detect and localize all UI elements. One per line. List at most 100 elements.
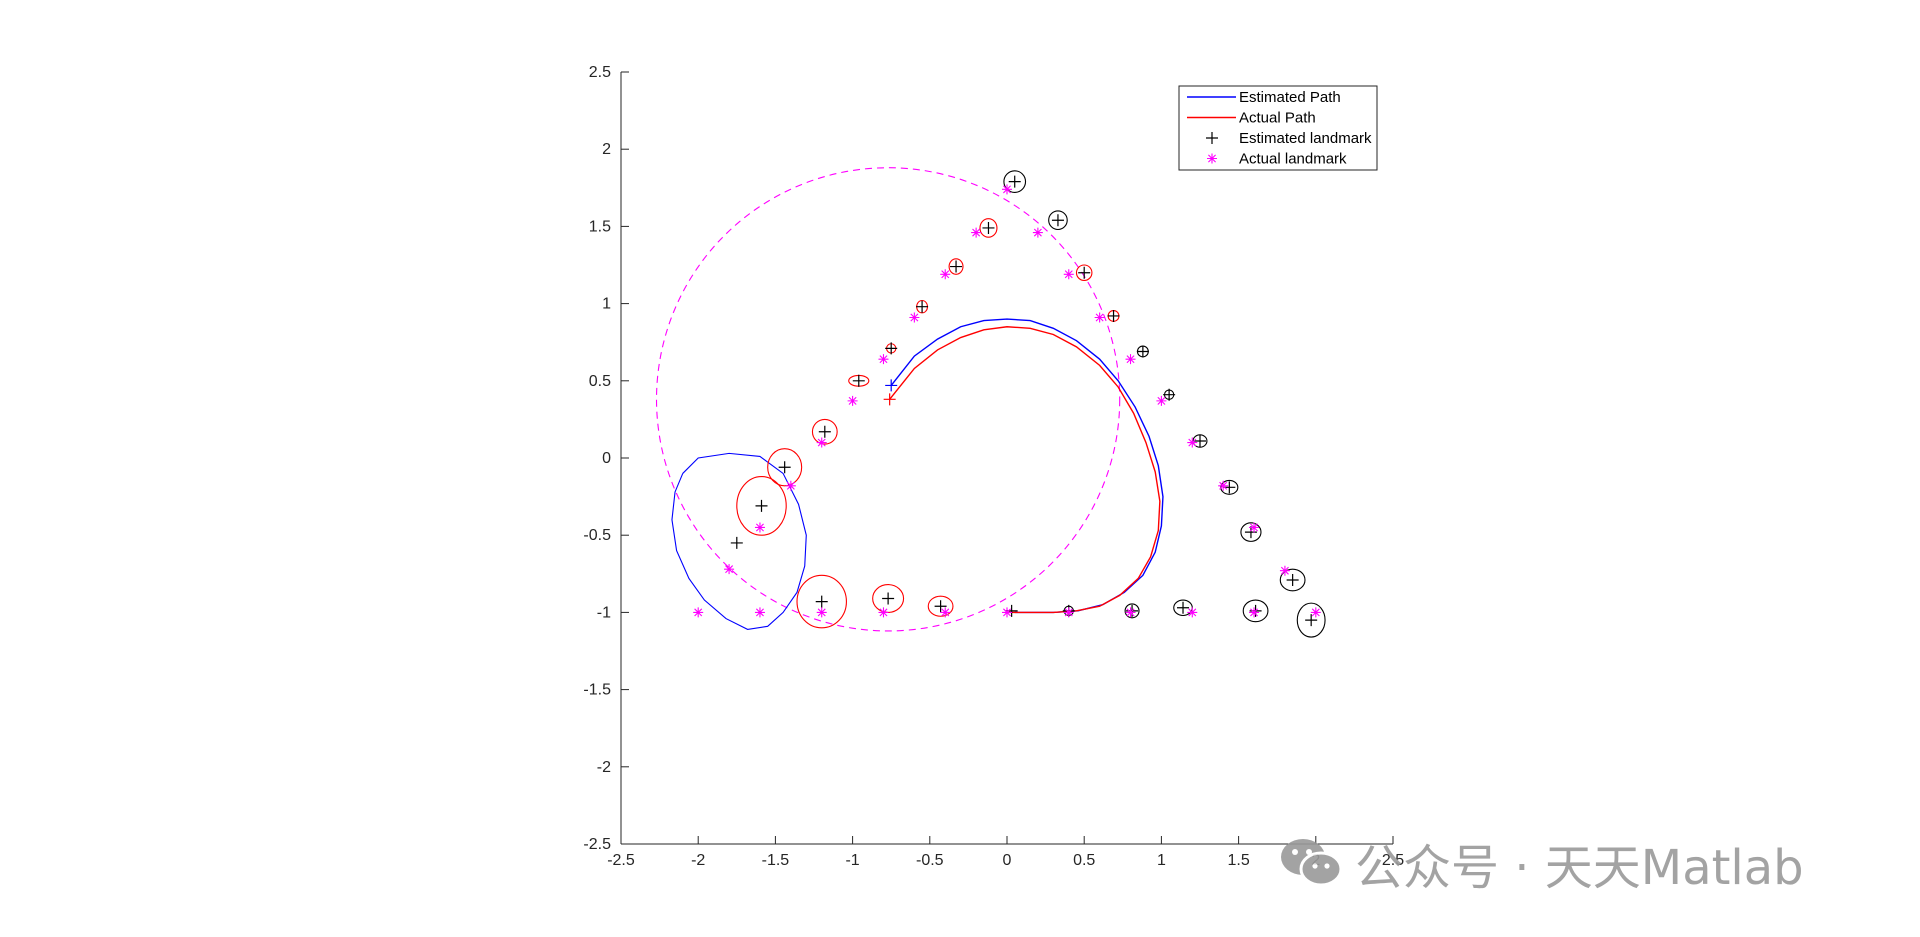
x-tick-label-0: -2.5 [607,852,635,869]
actual-landmark-point-22 [754,522,765,533]
estimated-landmark-point-8 [1244,526,1257,539]
x-tick-label-7: 1 [1157,852,1166,869]
blue-covariance-polygon [671,452,807,630]
estimated-landmark-point-21 [778,461,791,474]
actual-landmark-point-15 [1002,607,1012,618]
covariance-ellipse-1 [1048,210,1068,231]
estimated-landmark-point-22 [818,425,831,438]
actual-landmark-point-18 [816,607,827,618]
covariance-ellipse-8 [1240,522,1262,542]
actual-landmark-point-3 [1094,312,1105,323]
estimated-landmark-point-15 [1005,604,1018,617]
actual-landmark-point-9 [1279,565,1290,576]
actual-landmark-point-20 [693,607,704,618]
estimated-landmark-point-16 [934,600,947,613]
covariance-ellipse-24 [948,258,964,275]
estimated-landmark-point-25 [916,300,929,313]
y-tick-label-5: 0 [602,450,611,467]
actual-landmark-point-23 [785,480,796,491]
legend: Estimated Path Actual Path Estimated landm… [1178,85,1378,171]
estimated-landmark-point-3 [1107,309,1120,322]
y-tick-label-10: 2.5 [589,64,611,81]
actual-landmark-point-27 [909,312,920,323]
legend-swatch-actual-landmark [1207,153,1217,164]
estimated-landmark-point-4 [1136,345,1149,358]
actual-landmark-point-19 [754,607,765,618]
estimated-landmark-point-23 [852,374,865,387]
actual-landmark-point-16 [940,607,951,618]
axes: -2.5 -2 -1.5 -1 -0.5 0 0.5 1 1.5 2 2.5 -2.5 -2 -1.5 -1… [583,64,1404,869]
estimated-landmark-point-2 [1078,266,1091,279]
y-tick-label-6: 0.5 [589,373,611,390]
covariance-ellipse-19 [767,448,803,487]
y-tick-label-7: 1 [602,296,611,313]
x-tick-label-1: -2 [691,852,705,869]
y-tick-label-1: -2 [597,759,611,776]
estimated-landmark-point-20 [755,499,768,512]
actual-landmark-point-6 [1187,437,1198,448]
x-tick-label-8: 1.5 [1227,852,1249,869]
series-actual-path [889,326,1161,614]
covariance-ellipse-17 [796,574,847,629]
actual-landmark-point-28 [940,269,951,280]
estimated-landmark-point-6 [1194,435,1206,448]
legend-label-actual-path: Actual Path [1239,110,1316,127]
actual-landmark-point-0 [1002,184,1012,195]
legend-label-estimated-landmark: Estimated landmark [1239,130,1372,147]
covariance-ellipse-20 [811,418,838,445]
actual-landmark-point-4 [1125,354,1136,365]
actual-landmark-point-12 [1187,607,1198,618]
actual-landmark-point-14 [1063,607,1074,618]
covariance-ellipse-15 [927,595,954,617]
actual-landmark-point-13 [1125,607,1136,618]
actual-landmark-point-29 [971,227,982,238]
x-tick-label-2: -1.5 [762,852,790,869]
covariance-ellipse-18 [736,475,787,536]
covariance-ellipse-25 [979,218,998,238]
estimated-landmark-point-18 [815,595,828,608]
actual-landmark-point-24 [816,437,827,448]
series-estimated-path [890,318,1164,614]
actual-landmark-point-1 [1032,227,1043,238]
actual-landmark-point-8 [1249,522,1260,533]
actual-landmark-point-2 [1063,269,1074,280]
y-tick-label-0: -2.5 [583,836,611,853]
series-actual-path-start-marker [883,393,896,406]
estimated-landmark-point-27 [982,221,995,234]
estimated-landmark-point-1 [1051,214,1064,227]
legend-swatch-estimated-landmark [1206,132,1218,144]
wechat-icon [1281,839,1343,887]
legend-label-estimated-path: Estimated Path [1239,89,1341,106]
estimated-landmark-point-26 [950,260,963,273]
estimated-landmark-point-19 [730,536,743,549]
estimated-landmark-point-12 [1177,601,1190,614]
watermark: 公众号 · 天天Matlab [1277,835,1804,896]
covariance-ellipse-11 [1242,599,1269,623]
actual-landmark-point-26 [878,354,889,365]
actual-landmark-point-17 [878,607,889,618]
actual-landmark-point-21 [724,564,735,575]
estimated-landmark-point-17 [882,592,895,605]
actual-landmark-point-25 [847,395,858,406]
x-tick-label-3: -1 [845,852,859,869]
actual-landmark-point-11 [1249,607,1260,618]
y-tick-label-2: -1.5 [583,682,611,699]
y-tick-label-4: -0.5 [583,527,611,544]
covariance-ellipse-9 [1279,568,1306,592]
x-tick-label-10: 2.5 [1382,852,1404,869]
estimated-landmark-point-9 [1286,573,1299,586]
dashed-circle [655,167,1121,632]
estimated-landmark-point-5 [1163,388,1176,401]
estimated-landmark-point-0 [1008,175,1021,188]
covariance-ellipse-10 [1296,602,1326,638]
covariance-ellipse-0 [1003,170,1027,193]
covariance-ellipse-2 [1075,264,1093,281]
x-tick-label-6: 0.5 [1073,852,1095,869]
actual-landmark-point-7 [1218,480,1229,491]
x-tick-label-4: -0.5 [916,852,944,869]
actual-landmark-point-5 [1156,395,1167,406]
estimated-landmark-point-10 [1305,614,1318,627]
estimated-landmark-point-24 [885,342,898,355]
legend-label-actual-landmark: Actual landmark [1239,151,1347,168]
